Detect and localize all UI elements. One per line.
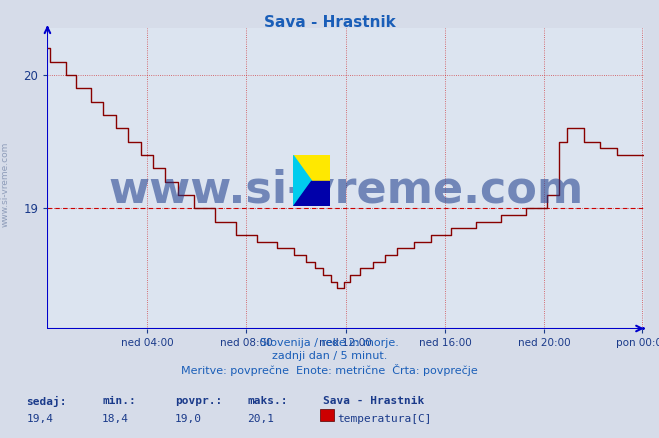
Text: 19,4: 19,4: [26, 414, 53, 424]
Text: temperatura[C]: temperatura[C]: [337, 414, 432, 424]
Text: sedaj:: sedaj:: [26, 396, 67, 407]
Text: Slovenija / reke in morje.: Slovenija / reke in morje.: [260, 338, 399, 348]
Text: zadnji dan / 5 minut.: zadnji dan / 5 minut.: [272, 351, 387, 361]
Text: Sava - Hrastnik: Sava - Hrastnik: [323, 396, 424, 406]
Text: www.si-vreme.com: www.si-vreme.com: [108, 169, 583, 212]
Text: Meritve: povprečne  Enote: metrične  Črta: povprečje: Meritve: povprečne Enote: metrične Črta:…: [181, 364, 478, 376]
Polygon shape: [293, 155, 330, 206]
Text: min.:: min.:: [102, 396, 136, 406]
Polygon shape: [293, 155, 312, 206]
Text: Sava - Hrastnik: Sava - Hrastnik: [264, 15, 395, 30]
Text: 19,0: 19,0: [175, 414, 202, 424]
Text: povpr.:: povpr.:: [175, 396, 222, 406]
Polygon shape: [293, 181, 330, 206]
Text: 20,1: 20,1: [247, 414, 274, 424]
Text: 18,4: 18,4: [102, 414, 129, 424]
Text: www.si-vreme.com: www.si-vreme.com: [1, 141, 10, 226]
Text: maks.:: maks.:: [247, 396, 287, 406]
